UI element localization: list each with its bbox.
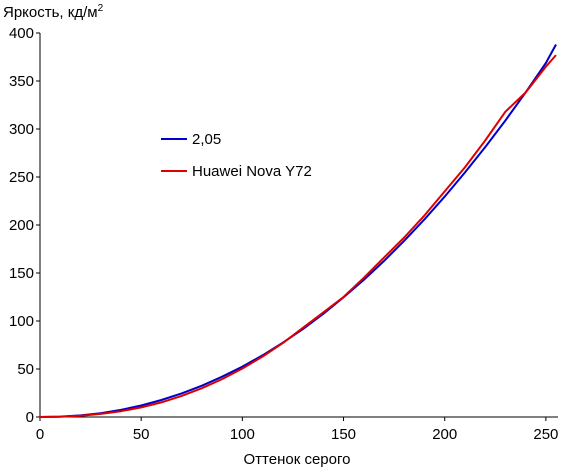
x-tick-label: 50 [133,426,150,443]
x-tick-label: 250 [533,426,558,443]
x-tick-label: 150 [331,426,356,443]
legend-label-series-1: 2,05 [192,131,221,148]
series-lines [39,44,557,418]
y-tick-label: 100 [9,313,34,330]
plot-area: 0 50 100 150 200 250 300 350 400 0 50 100 150 200 250 [9,25,558,443]
series-line-1 [39,44,557,418]
x-ticks: 0 50 100 150 200 250 [36,417,558,443]
x-tick-label: 0 [36,426,44,443]
y-tick-label: 200 [9,217,34,234]
series-line-2 [39,54,557,418]
y-tick-label: 250 [9,169,34,186]
x-tick-label: 200 [432,426,457,443]
y-tick-label: 50 [17,361,34,378]
y-tick-label: 350 [9,73,34,90]
y-axis-label-superscript: 2 [98,3,104,14]
y-axis-label-text: Яркость, кд/м [3,4,98,21]
legend-label-series-2: Huawei Nova Y72 [192,163,312,180]
y-ticks: 0 50 100 150 200 250 300 350 400 [9,25,40,426]
x-axis-label: Оттенок серого [244,451,351,468]
y-tick-label: 0 [26,409,34,426]
y-tick-label: 150 [9,265,34,282]
y-tick-label: 300 [9,121,34,138]
y-tick-label: 400 [9,25,34,42]
legend: 2,05 Huawei Nova Y72 [161,131,312,180]
x-tick-label: 100 [230,426,255,443]
y-axis-label: Яркость, кд/м2 [3,3,104,21]
